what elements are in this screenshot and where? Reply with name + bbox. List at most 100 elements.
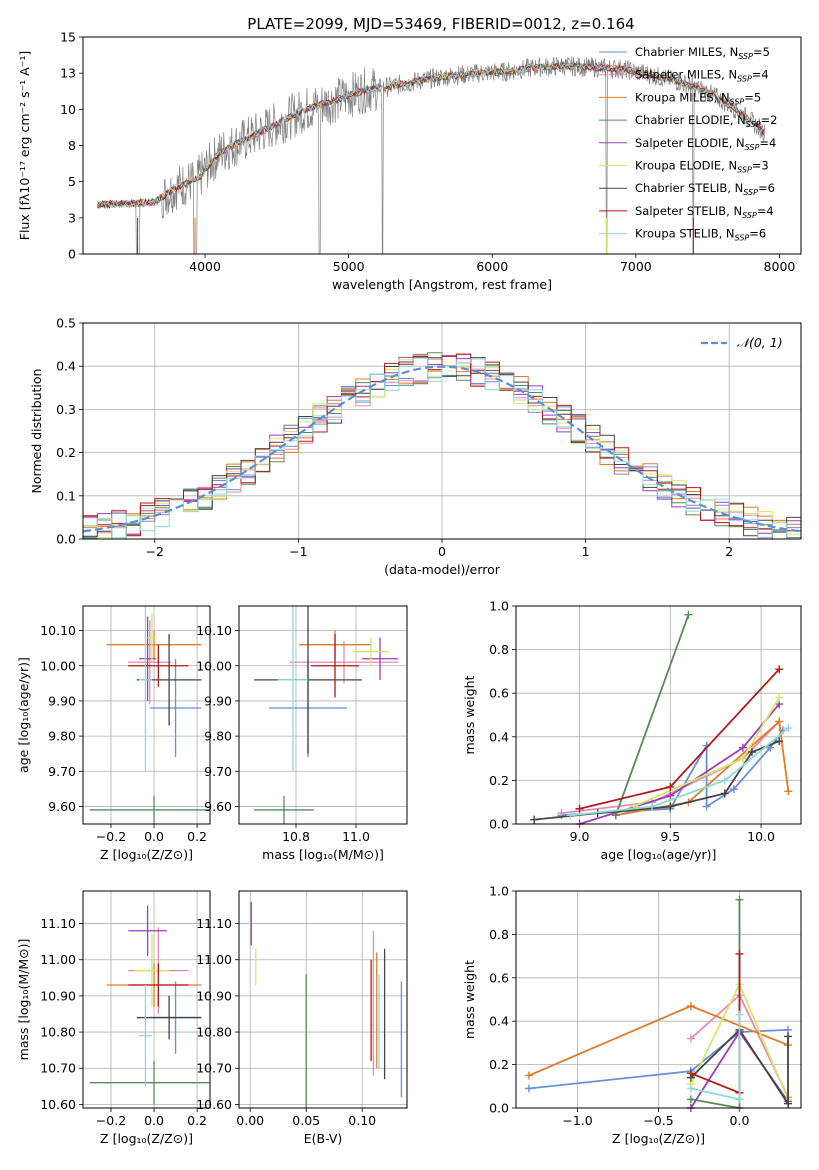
y-tick-label: 0.4 [56,359,76,374]
mass-weight-marker [729,785,738,794]
mass-weight-marker [684,610,693,619]
axes-frame [238,605,408,825]
axes-frame [515,605,802,825]
mass-weight-marker [775,737,784,746]
axes-frame [82,36,802,255]
legend-value: =4 [752,68,769,82]
y-tick-label: 8 [68,138,76,153]
y-tick-label: 9.60 [48,799,76,814]
legend-label: Salpeter STELIB, NSSP=4 [635,204,774,220]
mass-weight-marker [530,815,539,824]
mass-weight-line [614,614,690,816]
figure-title: PLATE=2099, MJD=53469, FIBERID=0012, z=0… [247,15,634,33]
y-tick-label: 10.90 [40,988,76,1003]
mass-weight-marker [686,1084,695,1093]
y-tick-label: 0.2 [489,1057,509,1072]
mass-weight-marker [747,748,756,757]
x-axis-label: wavelength [Angstrom, rest frame] [332,277,552,292]
mass-weight-marker [775,717,784,726]
legend-value: =4 [757,204,774,218]
y-tick-label: 0.0 [489,817,509,832]
age-vs-metallicity-panel: −0.2 0.0 0.2 9.60 9.70 9.80 9.90 10.00 10.10 Z [l… [16,605,211,862]
y-tick-label: 0.4 [489,729,509,744]
y-axis-label: mass weight [462,960,477,1039]
x-tick-label: −2 [146,544,164,559]
x-tick-label: 6000 [476,259,508,274]
x-tick-label: 0.05 [292,1113,320,1128]
x-tick-label: 5000 [333,259,365,274]
y-tick-label: 0.6 [489,970,509,985]
mass-weight-marker [686,1095,695,1104]
legend-label: Kroupa ELODIE, NSSP=3 [635,159,769,175]
mass-weight-marker [735,1010,744,1019]
y-tick-label: 0.1 [56,488,76,503]
x-axis-label: (data-model)/error [384,562,501,577]
y-tick-label: 1.0 [489,599,509,614]
y-tick-label: 0.0 [489,1101,509,1116]
x-tick-label: 10.0 [747,829,775,844]
x-tick-label: −1 [289,544,307,559]
y-tick-label: 10.60 [196,1097,232,1112]
legend-subscript: SSP [742,211,757,220]
y-tick-label: 11.00 [40,952,76,967]
y-tick-label: 11.10 [196,916,232,931]
legend-subscript: SSP [743,188,758,197]
y-tick-label: 10.90 [196,988,232,1003]
mass-weight-marker [775,665,784,674]
x-tick-label: 8000 [764,259,796,274]
y-tick-label: 0.0 [56,532,76,547]
normal-curve-line [82,365,802,533]
residual-histogram-step [83,354,801,539]
mass-weight-marker [666,791,675,800]
legend-subscript: SSP [735,234,750,243]
legend-value: =2 [761,113,778,127]
axes-frame [82,605,211,825]
y-tick-label: 13 [60,66,76,81]
observed-spectrum-line [97,56,766,254]
axes-frame [82,890,211,1109]
legend-label: Chabrier MILES, NSSP=5 [635,45,770,61]
axes-frame [515,890,802,1109]
legend-value: =6 [749,227,766,241]
residuals-panel: −2 −1 0 1 2 0.0 0.1 0.2 0.3 0.4 0.5 (data-model)/er… [29,316,802,577]
y-tick-label: 10.70 [40,1061,76,1076]
legend-value: =5 [753,45,770,59]
x-tick-label: 0.2 [187,1113,207,1128]
legend-subscript: SSP [730,97,745,106]
x-tick-label: 4000 [189,259,221,274]
axes-frame [238,890,408,1109]
mass-weight-line [579,703,780,824]
legend-label: Salpeter ELODIE, NSSP=4 [635,136,776,152]
y-tick-label: 9.70 [48,764,76,779]
y-tick-label: 0.6 [489,686,509,701]
y-tick-label: 0.8 [489,927,509,942]
y-tick-label: 10.00 [196,658,232,673]
y-tick-label: 9.70 [204,764,232,779]
y-tick-label: 10 [60,102,76,117]
y-tick-label: 15 [60,30,76,45]
x-tick-label: 0.00 [236,1113,264,1128]
legend-subscript: SSP [746,120,761,129]
legend-subscript: SSP [737,75,752,84]
mass-weight-marker [720,789,729,798]
mass-weight-line [570,727,789,817]
mass-weight-marker [784,1032,793,1041]
legend-subscript: SSP [738,52,753,61]
x-tick-label: 9.5 [660,829,680,844]
residual-histogram-step [83,357,801,539]
x-tick-label: 10.8 [282,829,310,844]
y-tick-label: 0.5 [56,316,76,331]
y-tick-label: 0.2 [489,773,509,788]
x-tick-label: 1 [582,544,590,559]
mass-weight-marker [686,1034,695,1043]
x-axis-label: Z [log₁₀(Z/Z⊙)] [612,1131,705,1146]
legend-label: Salpeter MILES, NSSP=4 [635,68,769,84]
x-tick-label: −0.5 [643,1113,673,1128]
mass-weight-line [615,719,790,817]
model-spectrum-line [97,62,765,208]
age-vs-mass-panel: 10.8 11.0 9.60 9.70 9.80 9.90 10.00 10.10 mass [… [196,605,408,862]
mass-weight-line [561,720,780,814]
mass-weight-marker [524,1071,533,1080]
x-axis-label: mass [log₁₀(M/M⊙)] [262,847,384,862]
